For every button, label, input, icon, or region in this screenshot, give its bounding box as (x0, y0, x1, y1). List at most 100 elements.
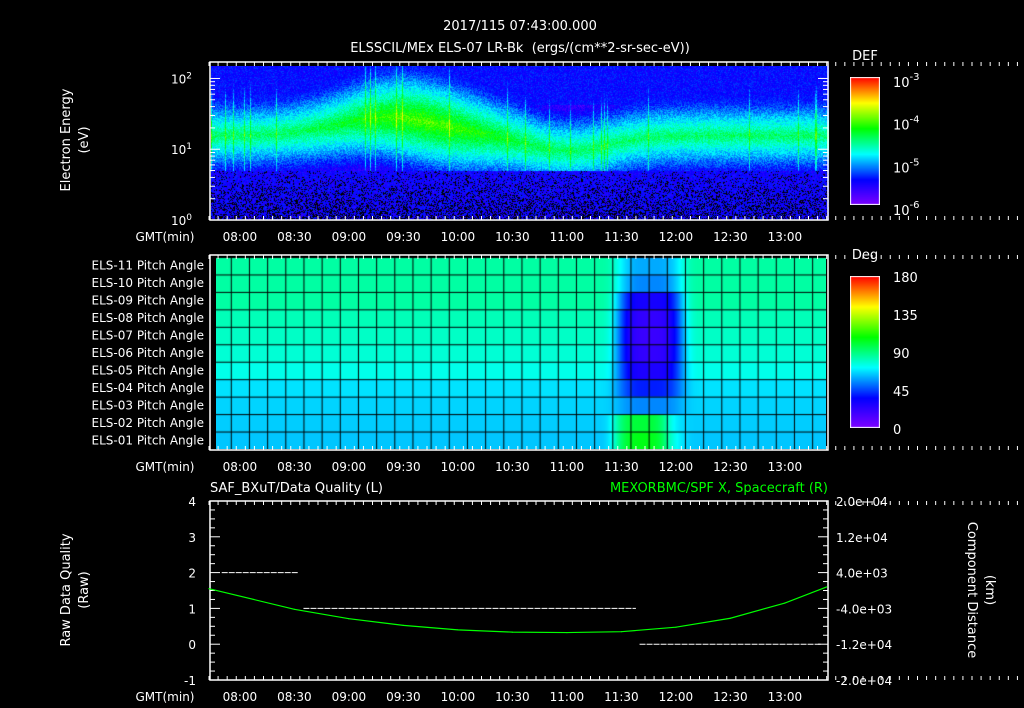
spf-x-point (729, 617, 731, 619)
y-tick-label-left: 2 (188, 567, 196, 581)
x-tick-label: 10:30 (495, 690, 530, 704)
spf-x-point (784, 602, 786, 604)
energy-spectrogram (211, 66, 829, 220)
x-tick-label: 09:30 (386, 460, 421, 474)
panel-frame (209, 254, 829, 451)
axis-label-line: (eV) (77, 126, 92, 153)
x-tick-label: 09:00 (332, 230, 367, 244)
pitch-angle-row-label: ELS-05 Pitch Angle (92, 363, 204, 377)
x-tick-label: 12:30 (713, 690, 748, 704)
axis-label-line: Raw Data Quality (59, 533, 74, 646)
x-tick-label: 13:00 (768, 230, 803, 244)
y-tick-label-left: -1 (184, 674, 196, 688)
x-axis-label: GMT(min) (136, 690, 195, 704)
panel3-ylabel-right: Component Distance (km) (964, 522, 997, 658)
x-tick-label: 10:00 (441, 690, 476, 704)
y-tick-label-right: 4.0e+03 (836, 567, 888, 581)
x-tick-label: 13:00 (768, 460, 803, 474)
axis-label-line: Electron Energy (59, 88, 74, 191)
panel3-title-right: MEXORBMC/SPF X, Spacecraft (R) (610, 481, 828, 496)
colorbar-tick-label: 10-5 (893, 157, 920, 176)
x-tick-label: 08:30 (277, 460, 312, 474)
x-tick-label: 08:30 (277, 690, 312, 704)
y-tick-label: 101 (171, 142, 192, 157)
pitch-angle-row-label: ELS-01 Pitch Angle (92, 433, 204, 447)
pitch-angle-row-label: ELS-03 Pitch Angle (92, 398, 204, 412)
colorbar-tick-label: 0 (893, 423, 901, 438)
spf-x-line (208, 586, 827, 634)
panel3-title-left: SAF_BXuT/Data Quality (L) (210, 481, 383, 496)
axis-label-line: (Raw) (77, 571, 92, 609)
axis-label-line: Component Distance (964, 522, 979, 658)
panel3-ylabel-left: Raw Data Quality (Raw) (59, 533, 92, 646)
x-tick-label: 09:30 (386, 230, 421, 244)
y-tick-label-left: 0 (188, 638, 196, 652)
pitch-angle-row-label: ELS-04 Pitch Angle (92, 381, 204, 395)
spf-x-point (402, 624, 404, 627)
colorbar-tick-label: 180 (893, 271, 918, 286)
x-tick-label: 10:30 (495, 460, 530, 474)
timestamp: 2017/115 07:43:00.000 (443, 19, 597, 34)
deg-label: Deg (852, 248, 878, 263)
pitch-angle-row-label: ELS-02 Pitch Angle (92, 416, 204, 430)
colorbar-tick-label: 135 (893, 309, 918, 324)
x-tick-label: 08:30 (277, 230, 312, 244)
colorbar-tick-label: 45 (893, 385, 910, 400)
x-tick-label: 09:00 (332, 690, 367, 704)
y-tick-label-right: 2.0e+04 (836, 495, 888, 509)
x-tick-label: 11:30 (604, 460, 639, 474)
spf-x-point (457, 629, 459, 631)
def-colorbar (850, 77, 880, 205)
y-tick-label-left: 4 (188, 495, 196, 509)
y-tick-label-left: 1 (188, 602, 196, 616)
spf-x-point (620, 631, 622, 633)
panel1-ylabel: Electron Energy (eV) (59, 88, 92, 191)
x-tick-label: 12:30 (713, 230, 748, 244)
axis-label-line: (km) (982, 575, 997, 605)
panel1-title: ELSSCIL/MEx ELS-07 LR-Bk (ergs/(cm**2-sr… (350, 41, 690, 56)
spf-x-point (348, 618, 350, 620)
x-tick-label: 11:00 (550, 690, 585, 704)
panel-frame (209, 500, 829, 681)
pitch-angle-row-label: ELS-10 Pitch Angle (92, 276, 204, 290)
y-tick-label-left: 3 (188, 531, 196, 545)
spf-x-point (293, 608, 295, 610)
x-tick-label: 11:30 (604, 230, 639, 244)
x-tick-label: 08:00 (223, 460, 258, 474)
colorbar-tick-label: 10-4 (893, 115, 920, 134)
pitch-angle-row-label: ELS-07 Pitch Angle (92, 329, 204, 343)
panel-frame (209, 61, 829, 221)
x-tick-label: 12:00 (659, 230, 694, 244)
pitch-angle-grid (216, 257, 826, 449)
x-tick-label: 08:00 (223, 690, 258, 704)
y-tick-label-right: -2.0e+04 (836, 674, 892, 688)
x-tick-label: 11:30 (604, 690, 639, 704)
y-tick-label: 102 (171, 71, 192, 86)
colorbar-tick-label: 90 (893, 347, 910, 362)
y-tick-label: 100 (171, 213, 192, 228)
pitch-angle-row-label: ELS-06 Pitch Angle (92, 346, 204, 360)
spf-x-point (511, 631, 513, 633)
pitch-angle-row-label: ELS-11 Pitch Angle (92, 259, 204, 273)
x-tick-label: 11:00 (550, 230, 585, 244)
x-tick-label: 10:00 (441, 460, 476, 474)
x-tick-label: 12:00 (659, 690, 694, 704)
pitch-angle-row-label: ELS-08 Pitch Angle (92, 311, 204, 325)
x-tick-label: 12:30 (713, 460, 748, 474)
x-tick-label: 12:00 (659, 460, 694, 474)
x-axis-label: GMT(min) (136, 230, 195, 244)
spf-x-point (208, 588, 210, 590)
deg-colorbar (850, 276, 880, 428)
x-tick-label: 09:30 (386, 690, 421, 704)
x-tick-label: 10:30 (495, 230, 530, 244)
spf-x-point (826, 586, 828, 588)
x-tick-label: 08:00 (223, 230, 258, 244)
x-tick-label: 09:00 (332, 460, 367, 474)
y-tick-label-right: -1.2e+04 (836, 638, 892, 652)
y-tick-label-right: 1.2e+04 (836, 531, 888, 545)
x-tick-label: 13:00 (768, 690, 803, 704)
x-tick-label: 11:00 (550, 460, 585, 474)
colorbar-tick-label: 10-3 (893, 72, 920, 91)
colorbar-tick-label: 10-6 (893, 200, 920, 219)
